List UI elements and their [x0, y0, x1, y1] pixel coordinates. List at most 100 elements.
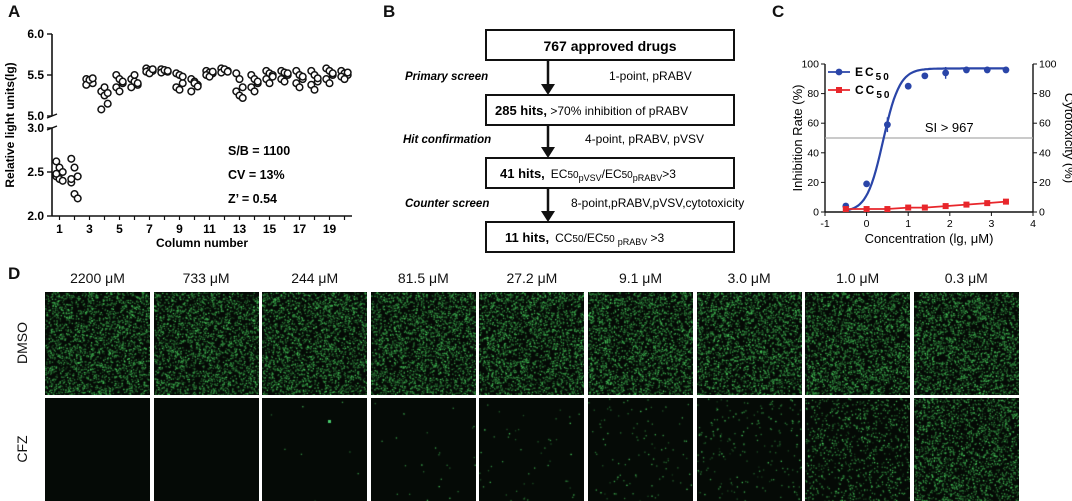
micrograph-dmso — [370, 292, 476, 395]
row-label-cfz: CFZ — [14, 434, 30, 463]
c-x-tick-label: -1 — [820, 218, 829, 230]
a-y-tick-label: 5.5 — [27, 68, 44, 82]
c-ec50-point — [863, 180, 870, 188]
flow-box-2-text: 285 hits, >70% inhibition of pRABV — [495, 103, 688, 118]
a-data-point — [58, 167, 67, 177]
a-data-point — [97, 105, 106, 114]
flow-box-2-rest: >70% inhibition of pRABV — [547, 104, 688, 118]
panel-letter-a: A — [8, 2, 21, 21]
flow-step-2-label: Hit confirmation — [403, 134, 491, 146]
c-cc50-point — [1002, 198, 1009, 205]
flow-step-3-label: Counter screen — [405, 198, 489, 210]
a-data-point — [88, 74, 97, 83]
c-cc50-point — [921, 204, 928, 211]
a-data-point — [67, 174, 76, 184]
micrograph-dmso — [45, 292, 150, 395]
c-cc50-point — [942, 203, 949, 210]
micrograph-dmso — [696, 292, 802, 395]
c-legend-cc50-label: CC50 — [855, 83, 891, 101]
a-data-point — [58, 176, 67, 185]
a-stat-label: CV = 13% — [228, 168, 285, 182]
concentration-label: 9.1 μM — [618, 270, 663, 286]
c-y-tick-label-right: 20 — [1039, 177, 1051, 189]
a-data-point — [295, 83, 304, 92]
flow-step-1-desc: 1-point, pRABV — [609, 69, 692, 83]
flow-step-1-label: Primary screen — [405, 71, 488, 83]
a-y-tick-label: 3.0 — [27, 121, 44, 135]
c-legend-cc50-marker — [836, 87, 842, 93]
c-y-tick-label-right: 100 — [1039, 59, 1057, 71]
a-y-tick-label: 2.5 — [27, 165, 44, 179]
c-x-axis-label: Concentration (lg, μM) — [865, 231, 994, 246]
a-data-point — [343, 68, 352, 77]
concentration-label: 244 μM — [291, 270, 339, 286]
c-y-axis-label: Inhibition Rate (%) — [790, 85, 805, 192]
a-x-tick-label: 17 — [293, 222, 307, 236]
flow-box-3 — [485, 157, 735, 189]
a-data-point — [313, 74, 322, 83]
a-data-point — [73, 172, 82, 181]
a-data-point — [238, 83, 247, 92]
a-x-tick-label: 15 — [263, 222, 277, 236]
a-data-point — [298, 72, 307, 81]
a-stat-label: S/B = 1100 — [228, 144, 290, 158]
a-data-point — [250, 87, 259, 96]
a-x-tick-label: 11 — [203, 222, 216, 236]
c-ec50-point — [904, 82, 912, 90]
c-legend-ec50-marker — [835, 68, 843, 76]
flow-box-4 — [485, 221, 735, 253]
micrograph-dmso — [805, 292, 911, 395]
a-data-point — [148, 65, 157, 74]
a-data-point — [73, 194, 82, 203]
a-data-point — [193, 82, 202, 91]
c-y-tick-label: 80 — [807, 88, 819, 100]
c-y-tick-label: 0 — [813, 207, 819, 219]
a-data-point — [187, 87, 196, 96]
a-x-tick-label: 19 — [323, 222, 337, 236]
a-x-tick-label: 7 — [146, 222, 153, 236]
concentration-label: 27.2 μM — [506, 270, 558, 286]
a-data-point — [163, 66, 172, 75]
a-data-point — [175, 85, 184, 94]
panel-a-chart: 5.05.56.02.02.53.01 3 5 7 9 11 13 15 17 19Column … — [3, 27, 352, 250]
a-data-point — [178, 79, 187, 88]
flow-box-2 — [485, 94, 735, 126]
a-data-point — [310, 85, 319, 94]
a-data-point — [238, 93, 247, 103]
a-data-point — [325, 79, 334, 88]
a-data-point — [127, 83, 136, 92]
flow-box-2-bold: 285 hits, — [495, 103, 547, 118]
a-data-point — [67, 154, 76, 163]
a-data-point — [340, 75, 349, 84]
flow-box-3-text: 41 hits, EC50pVSV/EC50pRABV>3 — [500, 166, 676, 183]
a-data-point — [115, 87, 124, 96]
panel-letter-b: B — [383, 2, 396, 21]
panel-b-flowchart: 767 approved drugs 285 hits, >70% inhibi… — [403, 29, 744, 253]
a-data-point — [268, 72, 277, 81]
c-cc50-point — [905, 204, 912, 211]
a-data-point — [208, 67, 217, 76]
c-y-tick-label: 40 — [807, 147, 819, 159]
flow-box-1-text: 767 approved drugs — [543, 38, 676, 54]
a-x-tick-label: 1 — [56, 222, 63, 236]
a-x-tick-label: 9 — [176, 222, 183, 236]
c-cc50-point — [863, 206, 870, 213]
c-cc50-point — [984, 200, 991, 207]
panel-letter-c: C — [772, 2, 785, 21]
c-ec50-point — [884, 121, 891, 129]
micrograph-dmso — [913, 292, 1019, 395]
a-data-point — [328, 69, 337, 78]
a-data-point — [130, 70, 139, 80]
a-data-point — [103, 99, 112, 108]
micrograph-cfz — [696, 398, 802, 501]
concentration-label: 3.0 μM — [727, 270, 771, 286]
micrograph-dmso — [262, 292, 368, 395]
micrograph-dmso — [588, 292, 693, 395]
a-data-point — [280, 77, 289, 86]
c-ec50-point — [983, 66, 991, 74]
panel-letter-d: D — [8, 264, 21, 283]
micrograph-cfz — [45, 398, 150, 501]
flow-box-1 — [485, 29, 735, 61]
c-y-axis-label-right: Cytotoxicity (%) — [1062, 93, 1072, 183]
a-data-point — [178, 72, 187, 81]
